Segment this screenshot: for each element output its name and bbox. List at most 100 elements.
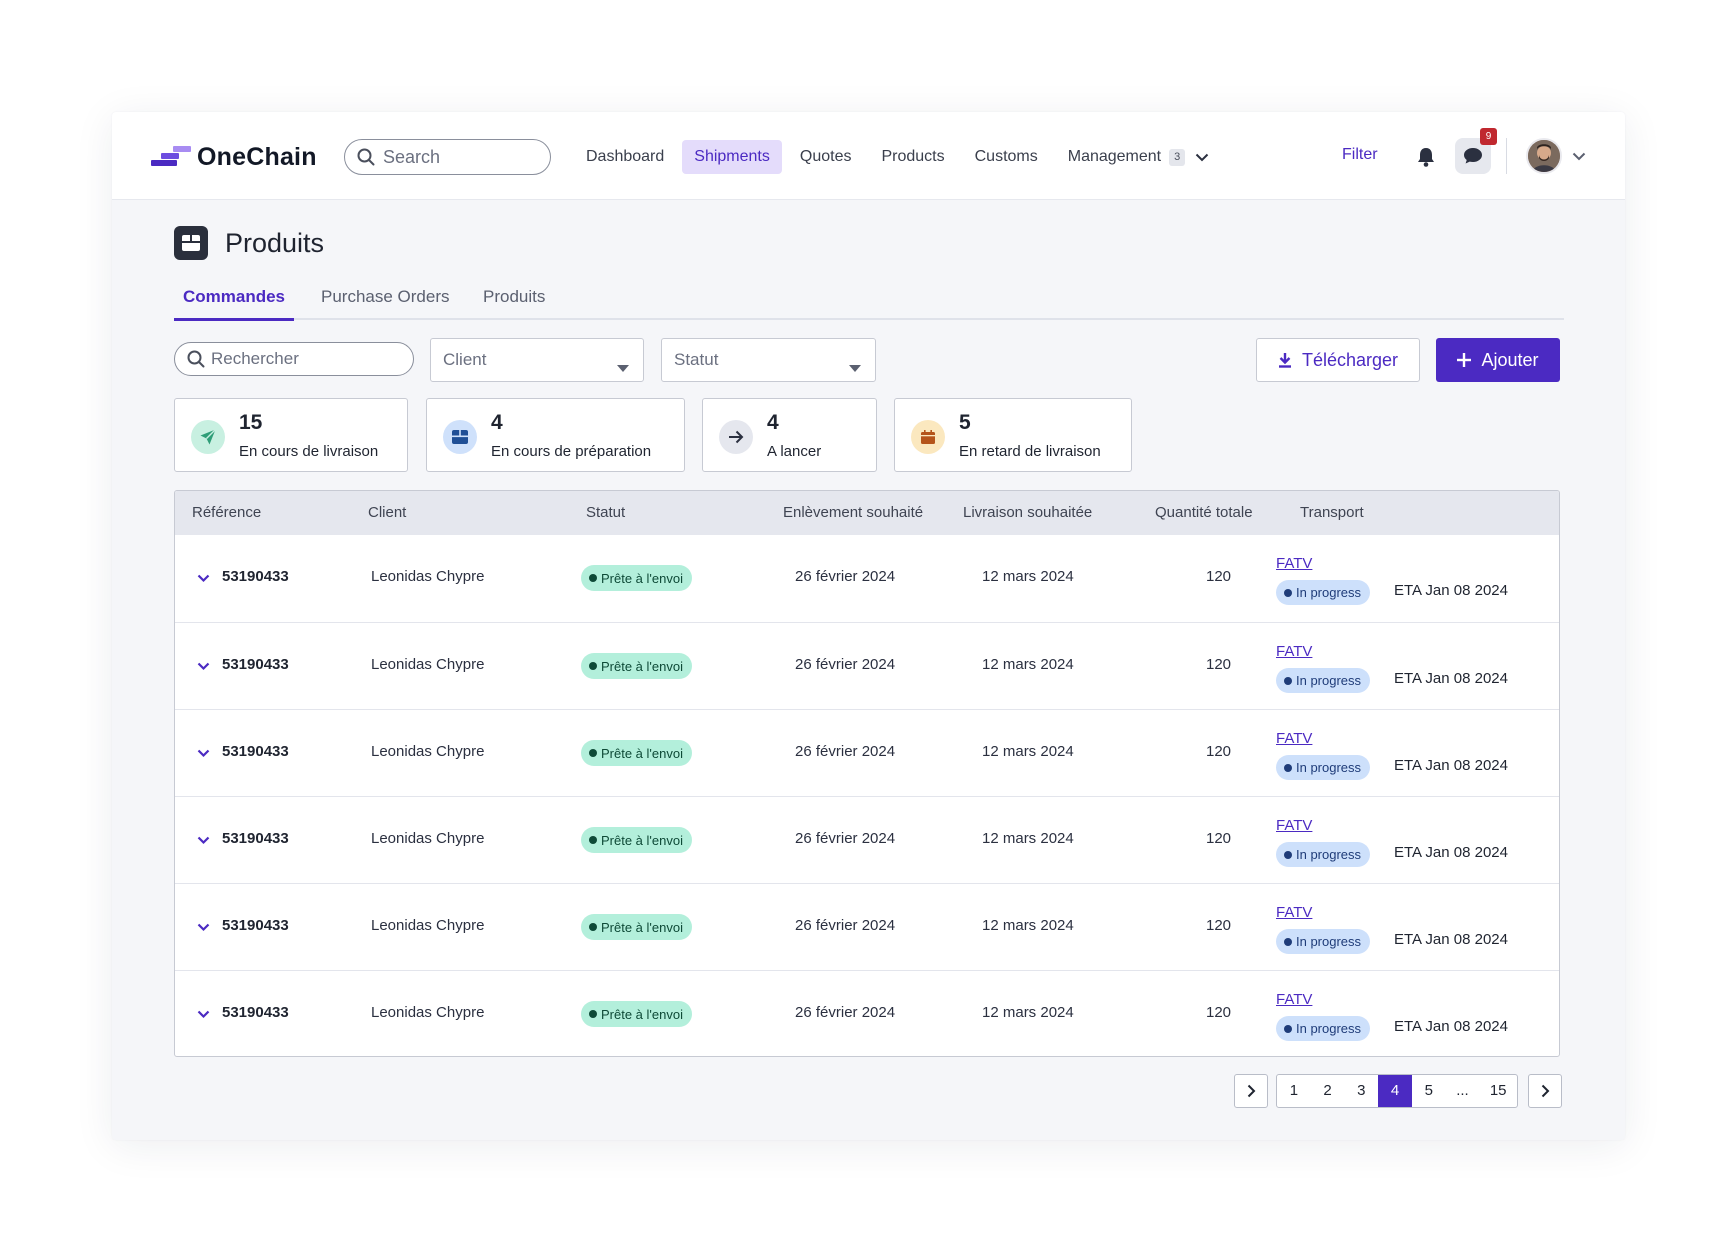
- column-header-pickup[interactable]: Enlèvement souhaité: [783, 504, 924, 521]
- chevron-down-icon: [1195, 153, 1209, 162]
- cell-client: Leonidas Chypre: [371, 830, 485, 847]
- page-number[interactable]: 2: [1323, 1082, 1332, 1099]
- products-page-icon: [174, 226, 208, 260]
- cell-client: Leonidas Chypre: [371, 917, 485, 934]
- arrow-right-icon: [719, 420, 753, 454]
- column-header-delivery[interactable]: Livraison souhaitée: [963, 504, 1093, 521]
- cell-reference[interactable]: 53190433: [222, 743, 289, 760]
- column-header-status[interactable]: Statut: [586, 504, 626, 521]
- stat-value: 5: [959, 411, 971, 434]
- table-row[interactable]: 53190433 Leonidas Chypre Prête à l'envoi 26…: [175, 970, 1559, 1056]
- caret-down-icon: [617, 357, 629, 377]
- chevron-down-icon[interactable]: [197, 658, 210, 676]
- stat-value: 4: [491, 411, 503, 434]
- nav-link-management[interactable]: Management 3: [1056, 140, 1222, 174]
- stat-card-delayed[interactable]: 5 En retard de livraison: [894, 398, 1132, 472]
- tab-bar: Commandes Purchase Orders Produits: [174, 284, 1564, 321]
- tab-produits[interactable]: Produits: [483, 287, 546, 306]
- filter-link[interactable]: Filter: [1342, 146, 1378, 163]
- carrier-link[interactable]: FATV: [1276, 555, 1313, 572]
- tab-commandes[interactable]: Commandes: [174, 284, 294, 321]
- calendar-icon: [911, 420, 945, 454]
- cell-reference[interactable]: 53190433: [222, 656, 289, 673]
- avatar[interactable]: [1526, 138, 1562, 174]
- table-row[interactable]: 53190433 Leonidas Chypre Prête à l'envoi 26…: [175, 796, 1559, 883]
- column-header-reference[interactable]: Référence: [192, 504, 262, 521]
- column-header-client[interactable]: Client: [368, 504, 407, 521]
- status-select[interactable]: Statut: [661, 338, 876, 382]
- cell-quantity: 120: [1206, 743, 1232, 760]
- carrier-link[interactable]: FATV: [1276, 904, 1313, 921]
- nav-search-placeholder: Search: [383, 146, 441, 167]
- chat-bubble-icon: [1464, 148, 1482, 164]
- cell-quantity: 120: [1206, 568, 1232, 585]
- transport-status-label: In progress: [1296, 847, 1362, 862]
- chat-button[interactable]: [1455, 138, 1491, 174]
- carrier-link[interactable]: FATV: [1276, 643, 1313, 660]
- chevron-right-icon: [1541, 1084, 1549, 1098]
- cell-client: Leonidas Chypre: [371, 568, 485, 585]
- cell-pickup-date: 26 février 2024: [795, 830, 896, 847]
- logo[interactable]: OneChain: [151, 142, 317, 172]
- table-header: Référence Client Statut Enlèvement souha…: [175, 491, 1559, 535]
- table-row[interactable]: 53190433 Leonidas Chypre Prête à l'envoi 26…: [175, 709, 1559, 796]
- chevron-down-icon[interactable]: [197, 832, 210, 850]
- transport-status-label: In progress: [1296, 760, 1362, 775]
- cell-eta: ETA Jan 08 2024: [1394, 931, 1508, 948]
- page-number[interactable]: 15: [1489, 1082, 1507, 1099]
- nav-link-quotes[interactable]: Quotes: [799, 148, 852, 165]
- page-number[interactable]: 3: [1357, 1082, 1366, 1099]
- page-number-current[interactable]: 4: [1378, 1075, 1412, 1107]
- status-badge: Prête à l'envoi: [581, 1001, 692, 1027]
- nav-link-products[interactable]: Products: [881, 148, 945, 165]
- stat-card-in-preparation[interactable]: 4 En cours de préparation: [426, 398, 685, 472]
- cell-reference[interactable]: 53190433: [222, 568, 289, 585]
- carrier-link[interactable]: FATV: [1276, 730, 1313, 747]
- cell-quantity: 120: [1206, 656, 1232, 673]
- transport-status-badge: In progress: [1276, 929, 1371, 954]
- client-select[interactable]: Client: [430, 338, 644, 382]
- carrier-link[interactable]: FATV: [1276, 991, 1313, 1008]
- add-button[interactable]: Ajouter: [1436, 338, 1560, 382]
- cell-pickup-date: 26 février 2024: [795, 1004, 896, 1021]
- stat-card-to-launch[interactable]: 4 A lancer: [702, 398, 877, 472]
- cell-reference[interactable]: 53190433: [222, 917, 289, 934]
- cell-reference[interactable]: 53190433: [222, 830, 289, 847]
- cell-delivery-date: 12 mars 2024: [982, 568, 1074, 585]
- page-title: Produits: [225, 228, 325, 258]
- pagination-prev-button[interactable]: [1234, 1074, 1268, 1108]
- transport-status-label: In progress: [1296, 1021, 1362, 1036]
- table-row[interactable]: 53190433 Leonidas Chypre Prête à l'envoi 26…: [175, 883, 1559, 970]
- status-badge-label: Prête à l'envoi: [601, 745, 683, 761]
- column-header-quantity[interactable]: Quantité totale: [1155, 504, 1253, 521]
- status-badge-label: Prête à l'envoi: [601, 658, 683, 674]
- orders-table: Référence Client Statut Enlèvement souha…: [174, 490, 1560, 1057]
- bell-icon[interactable]: [1416, 146, 1436, 168]
- table-row[interactable]: 53190433 Leonidas Chypre Prête à l'envoi 26…: [175, 535, 1559, 622]
- nav-search-input[interactable]: Search: [344, 139, 551, 175]
- carrier-link[interactable]: FATV: [1276, 817, 1313, 834]
- status-badge-label: Prête à l'envoi: [601, 919, 683, 935]
- cell-client: Leonidas Chypre: [371, 656, 485, 673]
- page-number[interactable]: 1: [1289, 1082, 1299, 1099]
- nav-link-dashboard[interactable]: Dashboard: [586, 148, 665, 165]
- pagination-next-button[interactable]: [1528, 1074, 1562, 1108]
- cell-delivery-date: 12 mars 2024: [982, 743, 1074, 760]
- table-row[interactable]: 53190433 Leonidas Chypre Prête à l'envoi 26…: [175, 622, 1559, 709]
- chevron-down-icon[interactable]: [197, 1006, 210, 1024]
- nav-link-shipments[interactable]: Shipments: [682, 140, 782, 174]
- orders-search-input[interactable]: Rechercher: [174, 342, 414, 376]
- stat-label: En cours de livraison: [239, 443, 379, 460]
- page-number[interactable]: 5: [1424, 1082, 1433, 1099]
- tab-purchase-orders[interactable]: Purchase Orders: [321, 287, 450, 306]
- chevron-down-icon[interactable]: [197, 745, 210, 763]
- chevron-down-icon[interactable]: [1572, 148, 1586, 166]
- cell-reference[interactable]: 53190433: [222, 1004, 289, 1021]
- column-header-transport[interactable]: Transport: [1300, 504, 1364, 521]
- chevron-down-icon[interactable]: [197, 919, 210, 937]
- cell-quantity: 120: [1206, 1004, 1232, 1021]
- stat-card-in-delivery[interactable]: 15 En cours de livraison: [174, 398, 408, 472]
- download-button[interactable]: Télécharger: [1256, 338, 1420, 382]
- nav-link-customs[interactable]: Customs: [974, 148, 1038, 165]
- chevron-down-icon[interactable]: [197, 570, 210, 588]
